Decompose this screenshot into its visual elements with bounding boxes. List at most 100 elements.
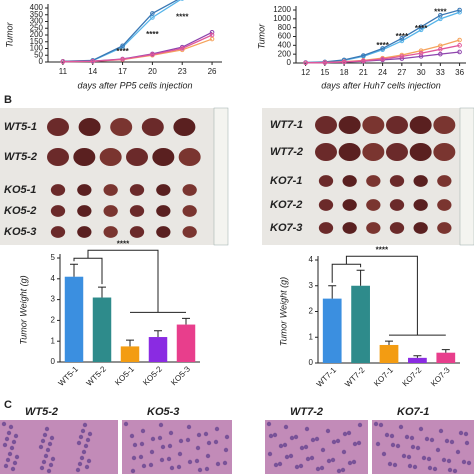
data-point — [209, 30, 215, 35]
nucleus — [458, 430, 464, 436]
nucleus — [303, 444, 309, 450]
error-bar — [413, 355, 422, 358]
data-point — [399, 38, 405, 44]
nucleus — [166, 456, 172, 462]
nucleus — [149, 449, 155, 455]
tumor — [433, 143, 456, 161]
nucleus — [449, 439, 455, 445]
nucleus — [85, 437, 91, 443]
nucleus — [426, 456, 432, 462]
tumor — [50, 226, 66, 238]
ruler — [459, 107, 474, 246]
group-label: WT7-2 — [270, 146, 303, 158]
nucleus — [7, 451, 13, 457]
y-tick-label: 0 — [287, 58, 292, 67]
nucleus — [214, 426, 220, 432]
tumor — [103, 205, 118, 217]
tumor — [156, 205, 171, 217]
nucleus — [79, 455, 85, 461]
tumor — [182, 184, 197, 196]
nucleus — [78, 434, 84, 440]
bar — [436, 352, 456, 363]
nucleus — [178, 438, 184, 444]
x-tick-label: 27 — [397, 68, 406, 77]
data-point — [438, 13, 443, 18]
tumor — [409, 116, 432, 134]
error-bar — [98, 286, 106, 298]
nucleus — [167, 443, 173, 449]
nucleus — [340, 467, 346, 473]
nucleus — [150, 436, 156, 442]
x-tick-label: 24 — [378, 68, 387, 77]
nucleus — [48, 462, 54, 468]
tumor — [386, 116, 408, 134]
data-point — [303, 60, 308, 66]
nucleus — [139, 441, 145, 447]
nucleus — [49, 435, 55, 441]
tumor — [182, 226, 197, 238]
tumor — [338, 116, 361, 134]
nucleus — [82, 422, 88, 428]
data-point — [399, 35, 405, 41]
y-tick-label: 1000 — [273, 14, 291, 23]
nucleus — [86, 458, 92, 464]
data-point — [322, 60, 328, 65]
nucleus — [387, 461, 393, 467]
data-point — [399, 54, 405, 59]
significance: **** — [415, 24, 428, 33]
x-tick-label: 15 — [320, 68, 329, 77]
nucleus — [305, 456, 311, 462]
nucleus — [461, 459, 467, 465]
group-label: KO5-3 — [4, 226, 36, 238]
x-tick-label: 36 — [455, 68, 464, 77]
nucleus — [169, 465, 175, 471]
tumor — [78, 118, 101, 136]
data-point — [90, 59, 96, 64]
tumor — [50, 184, 66, 196]
series-line — [305, 44, 460, 64]
x-tick-label: KO7-1 — [372, 365, 395, 388]
tumor — [437, 199, 452, 211]
nucleus — [272, 432, 278, 438]
y-tick-label: 4 — [309, 255, 314, 264]
nucleus — [326, 458, 332, 464]
significance: **** — [117, 239, 130, 248]
nucleus — [206, 440, 212, 446]
nucleus — [320, 447, 326, 453]
ruler — [213, 107, 229, 246]
y-tick-label: 250 — [30, 23, 44, 32]
data-point — [120, 43, 125, 49]
nucleus — [314, 436, 320, 442]
nucleus — [438, 428, 444, 434]
nucleus — [213, 439, 219, 445]
nucleus — [346, 430, 352, 436]
tumor — [129, 184, 145, 196]
x-tick-label: WT5-2 — [85, 364, 109, 388]
group-label: KO7-2 — [270, 199, 302, 211]
bar — [408, 357, 427, 363]
nucleus — [129, 433, 135, 439]
nucleus — [288, 453, 294, 459]
y-tick-label: 1 — [309, 332, 314, 341]
nucleus — [187, 459, 193, 465]
significance: **** — [396, 32, 409, 41]
nucleus — [157, 435, 163, 441]
nucleus — [266, 421, 272, 427]
nucleus — [421, 455, 427, 461]
error-bar — [126, 339, 134, 347]
nucleus — [41, 459, 47, 465]
series-line — [305, 9, 460, 64]
nucleus — [132, 442, 138, 448]
tumor — [173, 118, 196, 136]
nucleus — [389, 433, 395, 439]
nucleus — [401, 453, 407, 459]
tumor — [389, 175, 405, 187]
nucleus — [87, 431, 93, 437]
nucleus — [407, 463, 413, 469]
nucleus — [293, 434, 299, 440]
nucleus — [158, 422, 164, 428]
data-point — [150, 52, 155, 57]
tumor — [103, 184, 118, 196]
data-point — [60, 59, 66, 64]
